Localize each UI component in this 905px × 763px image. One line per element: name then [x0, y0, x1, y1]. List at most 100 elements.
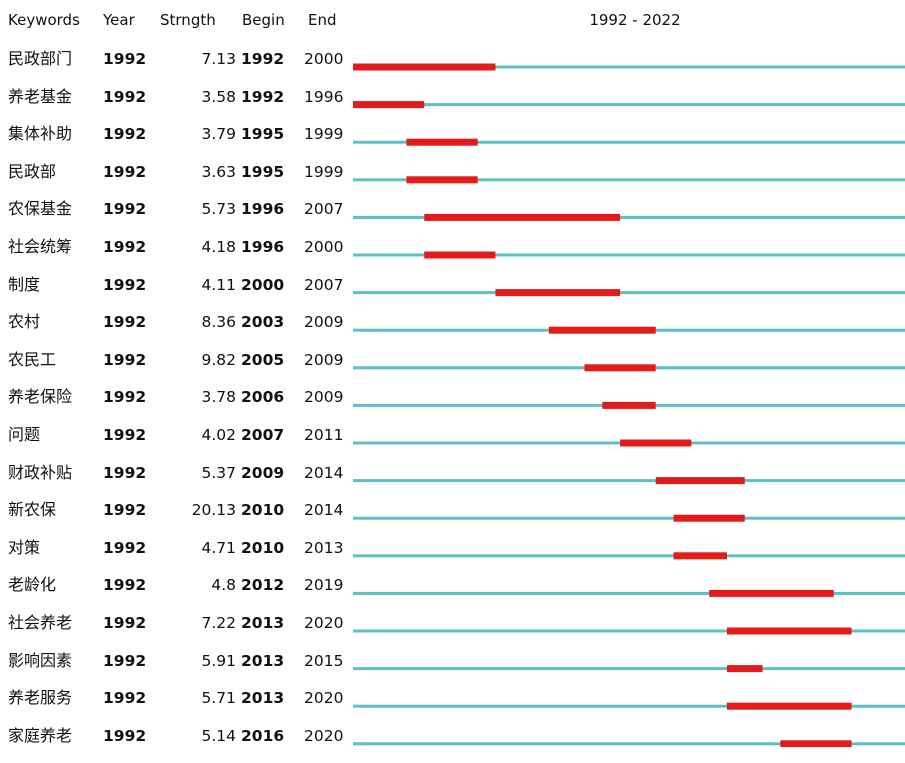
- begin-value: 1992: [241, 50, 285, 68]
- strength-value: 4.71: [201, 538, 236, 557]
- header-end: End: [308, 11, 337, 29]
- end-value: 2015: [304, 651, 344, 670]
- burst-bar: [406, 176, 478, 184]
- strength-value: 5.37: [201, 463, 236, 482]
- keyword-label: 养老基金: [8, 86, 73, 106]
- year-value: 1992: [103, 87, 147, 106]
- end-value: 2013: [304, 538, 344, 557]
- strength-value: 4.11: [201, 275, 236, 294]
- begin-value: 1992: [241, 87, 285, 106]
- end-value: 1999: [304, 162, 344, 181]
- keyword-label: 民政部门: [8, 49, 73, 68]
- begin-value: 2003: [241, 313, 285, 332]
- keyword-label: 家庭养老: [8, 725, 73, 745]
- strength-value: 5.71: [201, 689, 236, 708]
- table-row: 养老服务 1992 5.71 2013 2020: [0, 688, 905, 725]
- keyword-label: 农村: [8, 312, 41, 332]
- table-row: 农民工 1992 9.82 2005 2009: [0, 350, 905, 387]
- end-value: 2009: [304, 388, 344, 407]
- burst-bar: [620, 439, 692, 447]
- keyword-label: 农民工: [8, 349, 57, 369]
- keyword-label: 影响因素: [8, 650, 73, 670]
- begin-value: 2016: [241, 726, 285, 745]
- keyword-label: 问题: [8, 425, 41, 444]
- begin-value: 2000: [241, 275, 285, 294]
- header-strength: Strngth: [160, 11, 216, 29]
- strength-value: 20.13: [191, 501, 236, 520]
- burst-bar: [584, 364, 656, 372]
- keyword-label: 老龄化: [8, 575, 57, 595]
- year-value: 1992: [103, 501, 147, 520]
- timeline-baseline: [353, 215, 905, 219]
- end-value: 2009: [304, 350, 344, 369]
- timeline-baseline: [353, 178, 905, 182]
- table-row: 对策 1992 4.71 2010 2013: [0, 538, 905, 575]
- keyword-label: 社会统筹: [8, 237, 73, 256]
- keyword-label: 新农保: [8, 500, 57, 520]
- year-value: 1992: [103, 162, 147, 181]
- timeline-baseline: [353, 554, 905, 558]
- end-value: 2007: [304, 200, 344, 219]
- timeline-baseline: [353, 479, 905, 483]
- begin-value: 2013: [241, 689, 285, 708]
- year-value: 1992: [103, 200, 147, 219]
- burst-bar: [424, 213, 621, 221]
- year-value: 1992: [103, 463, 147, 482]
- year-value: 1992: [103, 50, 147, 68]
- table-row: 新农保 1992 20.13 2010 2014: [0, 500, 905, 537]
- timeline-baseline: [353, 140, 905, 144]
- end-value: 2020: [304, 614, 344, 632]
- table-row: 社会养老 1992 7.22 2013 2020: [0, 613, 905, 650]
- strength-value: 7.22: [201, 614, 236, 632]
- begin-value: 2005: [241, 350, 285, 369]
- header-range: 1992 - 2022: [589, 11, 681, 29]
- keyword-label: 集体补助: [8, 124, 73, 144]
- table-row: 养老保险 1992 3.78 2006 2009: [0, 387, 905, 424]
- table-row: 民政部 1992 3.63 1995 1999: [0, 162, 905, 199]
- timeline-baseline: [353, 629, 905, 633]
- timeline-baseline: [353, 704, 905, 708]
- strength-value: 3.79: [201, 125, 236, 144]
- begin-value: 2009: [241, 463, 285, 482]
- timeline-baseline: [353, 667, 905, 671]
- begin-value: 1996: [241, 238, 285, 256]
- table-row: 财政补贴 1992 5.37 2009 2014: [0, 463, 905, 500]
- end-value: 1999: [304, 125, 344, 144]
- burst-bar: [673, 514, 745, 522]
- burst-bar: [353, 63, 496, 71]
- year-value: 1992: [103, 125, 147, 144]
- strength-value: 3.78: [201, 388, 236, 407]
- year-value: 1992: [103, 388, 147, 407]
- begin-value: 1996: [241, 200, 285, 219]
- burst-bar: [726, 665, 763, 673]
- table-row: 民政部门 1992 7.13 1992 2000: [0, 49, 905, 86]
- burst-bar: [655, 477, 745, 485]
- end-value: 2019: [304, 576, 344, 595]
- year-value: 1992: [103, 426, 147, 444]
- keyword-label: 社会养老: [8, 613, 73, 632]
- strength-value: 3.63: [201, 162, 236, 181]
- year-value: 1992: [103, 538, 147, 557]
- year-value: 1992: [103, 689, 147, 708]
- end-value: 2007: [304, 275, 344, 294]
- end-value: 2000: [304, 238, 344, 256]
- year-value: 1992: [103, 726, 147, 745]
- timeline-baseline: [353, 742, 905, 746]
- table-row: 农保基金 1992 5.73 1996 2007: [0, 199, 905, 236]
- burst-bar: [353, 101, 425, 109]
- burst-bar: [673, 552, 727, 560]
- begin-value: 1995: [241, 162, 285, 181]
- table-row: 家庭养老 1992 5.14 2016 2020: [0, 726, 905, 763]
- timeline-baseline: [353, 253, 905, 257]
- keyword-label: 对策: [8, 537, 41, 557]
- keyword-label: 制度: [8, 274, 41, 294]
- begin-value: 2013: [241, 651, 285, 670]
- strength-value: 3.58: [201, 87, 236, 106]
- end-value: 2020: [304, 726, 344, 745]
- timeline-baseline: [353, 291, 905, 295]
- end-value: 1996: [304, 87, 344, 106]
- table-row: 养老基金 1992 3.58 1992 1996: [0, 87, 905, 124]
- header-begin: Begin: [242, 11, 285, 29]
- burst-bar: [726, 702, 852, 710]
- end-value: 2014: [304, 463, 344, 482]
